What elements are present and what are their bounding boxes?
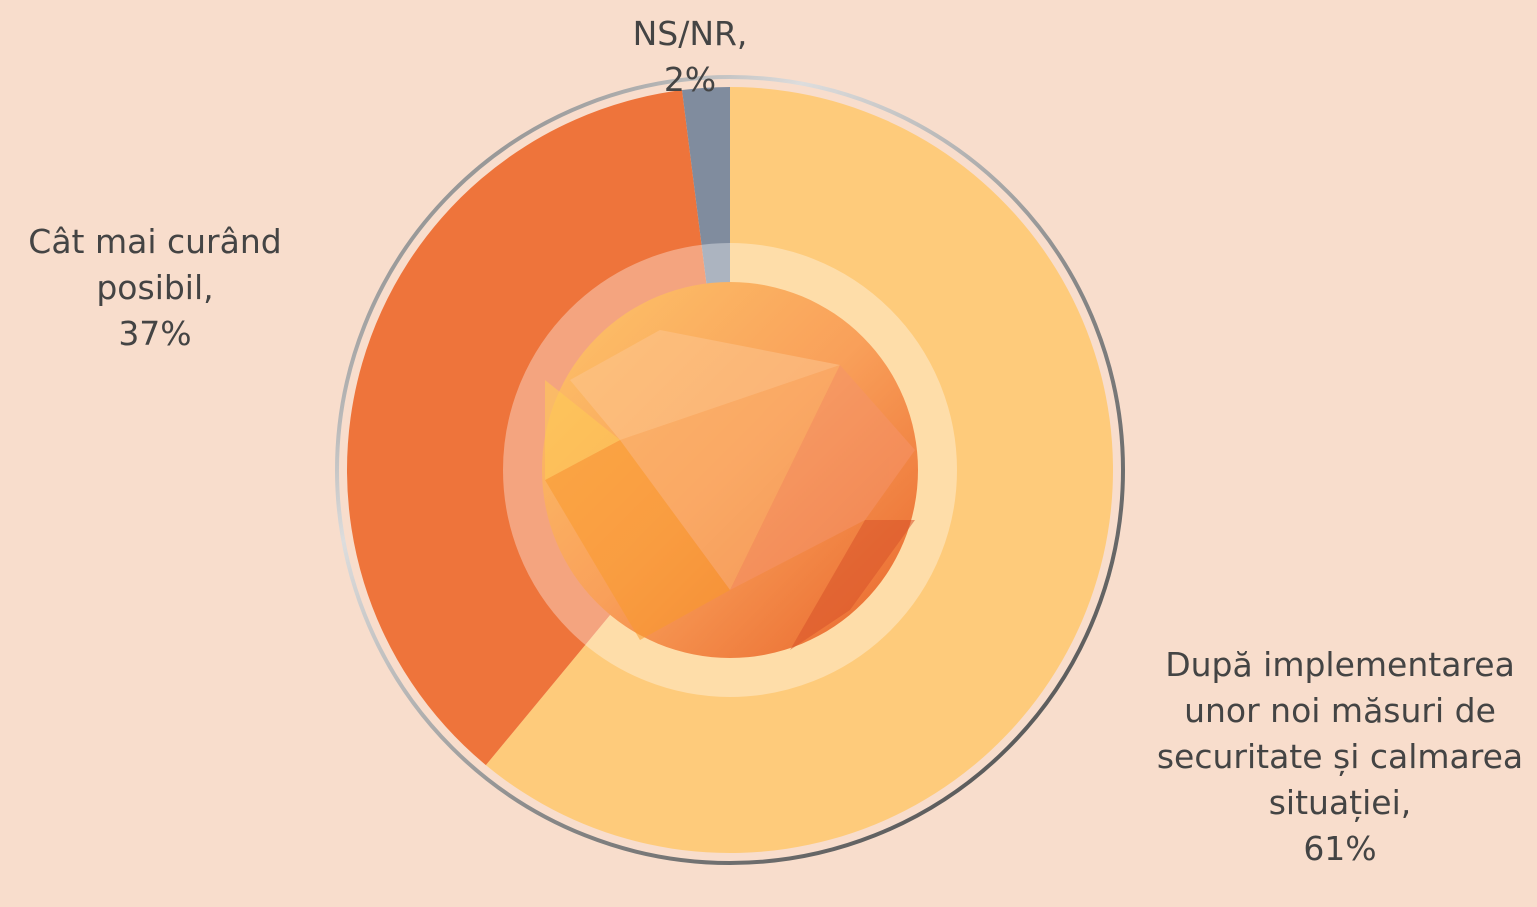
value-label: 61%: [1140, 826, 1537, 872]
page: {"chart_data": {"type": "donut", "catego…: [0, 0, 1537, 907]
slice-label: NS/NR,2%: [590, 11, 790, 103]
slice-label: După implementarea unor noi măsuri de se…: [1140, 642, 1537, 872]
value-label: 37%: [5, 311, 305, 357]
category-label: După implementarea unor noi măsuri de se…: [1140, 642, 1537, 826]
category-label: NS/NR,: [590, 11, 790, 57]
value-label: 2%: [590, 57, 790, 103]
slice-label: Cât mai curând posibil,37%: [5, 219, 305, 357]
category-label: Cât mai curând posibil,: [5, 219, 305, 311]
